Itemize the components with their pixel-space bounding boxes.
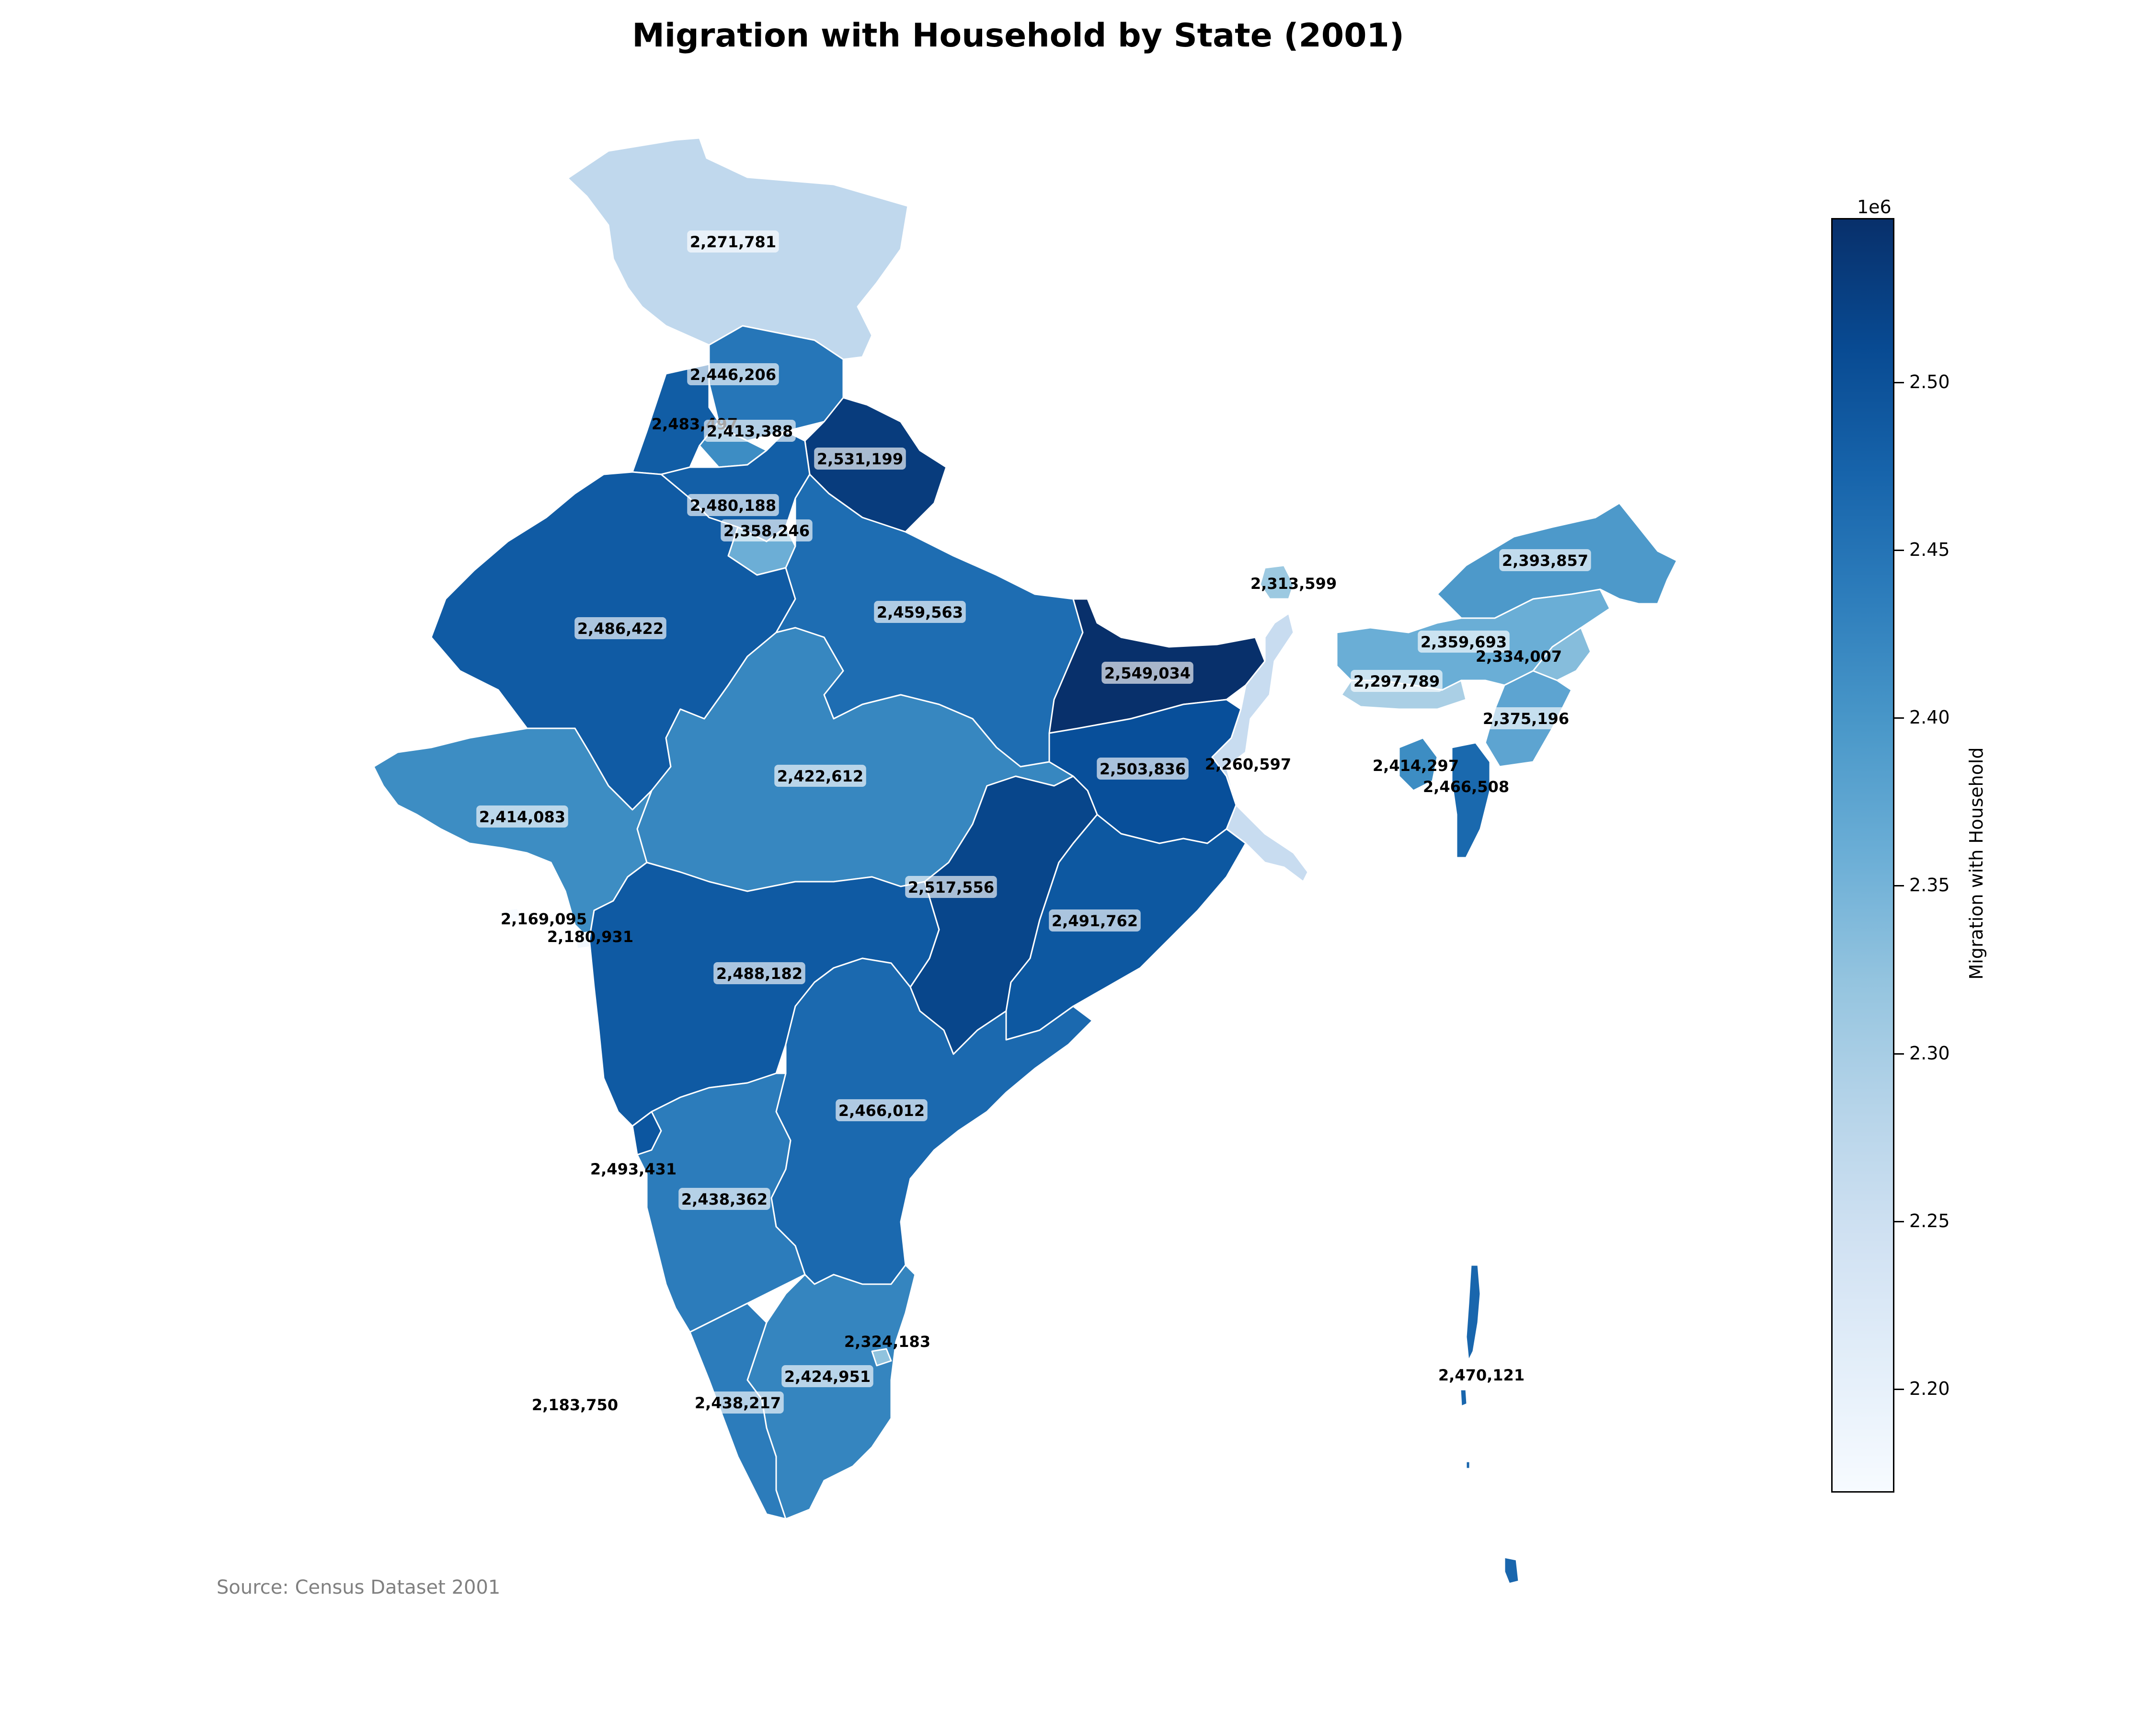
value-label: 2,413,388 bbox=[704, 420, 796, 442]
value-label: 2,180,931 bbox=[547, 928, 633, 946]
region-18 bbox=[1211, 612, 1309, 883]
region-37 bbox=[1503, 1556, 1520, 1585]
value-label: 2,466,508 bbox=[1423, 778, 1509, 796]
svg-text:2,459,563: 2,459,563 bbox=[877, 603, 963, 621]
svg-text:2,517,556: 2,517,556 bbox=[908, 878, 994, 897]
colorbar-tick-label: 2.25 bbox=[1909, 1210, 1950, 1231]
colorbar-tick bbox=[1894, 550, 1904, 552]
svg-text:2,438,217: 2,438,217 bbox=[695, 1394, 781, 1412]
svg-text:2,183,750: 2,183,750 bbox=[532, 1396, 618, 1414]
value-label: 2,491,762 bbox=[1049, 909, 1141, 932]
svg-text:2,393,857: 2,393,857 bbox=[1502, 552, 1588, 570]
region-34 bbox=[1465, 1264, 1481, 1362]
colorbar-tick-label: 2.50 bbox=[1909, 371, 1950, 393]
svg-text:2,470,121: 2,470,121 bbox=[1438, 1366, 1525, 1384]
region-36 bbox=[1465, 1460, 1471, 1470]
svg-text:2,493,431: 2,493,431 bbox=[590, 1160, 677, 1178]
chart-title: Migration with Household by State (2001) bbox=[632, 17, 1404, 55]
value-label: 2,470,121 bbox=[1438, 1366, 1525, 1384]
value-label: 2,375,196 bbox=[1480, 707, 1572, 729]
colorbar-tick-label: 2.35 bbox=[1909, 874, 1950, 896]
region-19 bbox=[1398, 737, 1438, 792]
svg-text:2,375,196: 2,375,196 bbox=[1483, 710, 1569, 728]
svg-text:2,466,012: 2,466,012 bbox=[838, 1102, 925, 1120]
value-label: 2,438,362 bbox=[678, 1188, 770, 1210]
region-35 bbox=[1459, 1389, 1468, 1407]
value-label: 2,297,789 bbox=[1351, 670, 1443, 692]
svg-text:2,480,188: 2,480,188 bbox=[690, 496, 776, 515]
value-label: 2,414,297 bbox=[1373, 757, 1459, 775]
svg-text:2,422,612: 2,422,612 bbox=[777, 767, 863, 785]
value-label: 2,503,836 bbox=[1097, 758, 1189, 780]
colorbar-tick bbox=[1894, 1053, 1904, 1055]
colorbar-tick-label: 2.40 bbox=[1909, 707, 1950, 728]
colorbar-tick-label: 2.30 bbox=[1909, 1042, 1950, 1064]
svg-text:2,549,034: 2,549,034 bbox=[1104, 664, 1191, 682]
value-label: 2,493,431 bbox=[590, 1160, 677, 1178]
colorbar-tick-label: 2.45 bbox=[1909, 539, 1950, 561]
colorbar-exponent: 1e6 bbox=[1857, 196, 1892, 218]
svg-text:2,488,182: 2,488,182 bbox=[716, 965, 803, 983]
value-label: 2,480,188 bbox=[687, 494, 779, 516]
svg-text:2,324,183: 2,324,183 bbox=[844, 1333, 930, 1351]
colorbar-tick bbox=[1894, 885, 1904, 887]
value-label: 2,414,083 bbox=[476, 805, 568, 828]
region-32 bbox=[871, 1348, 892, 1367]
svg-text:2,466,508: 2,466,508 bbox=[1423, 778, 1509, 796]
colorbar-tick bbox=[1894, 717, 1904, 719]
colorbar-tick bbox=[1894, 382, 1904, 384]
svg-text:2,503,836: 2,503,836 bbox=[1100, 760, 1186, 778]
value-label: 2,393,857 bbox=[1499, 549, 1591, 571]
value-label: 2,324,183 bbox=[844, 1333, 930, 1351]
svg-text:2,424,951: 2,424,951 bbox=[784, 1368, 871, 1386]
value-label: 2,488,182 bbox=[713, 962, 805, 984]
region-20 bbox=[1451, 742, 1491, 859]
svg-text:2,414,297: 2,414,297 bbox=[1373, 757, 1459, 775]
value-label: 2,531,199 bbox=[814, 448, 906, 470]
value-label: 2,183,750 bbox=[532, 1396, 618, 1414]
value-label: 2,486,422 bbox=[574, 617, 666, 639]
svg-text:2,438,362: 2,438,362 bbox=[681, 1190, 768, 1208]
colorbar-tick-label: 2.20 bbox=[1909, 1378, 1950, 1399]
svg-text:2,414,083: 2,414,083 bbox=[479, 808, 565, 826]
value-label: 2,549,034 bbox=[1101, 662, 1193, 684]
svg-text:2,358,246: 2,358,246 bbox=[723, 522, 810, 540]
region-3 bbox=[631, 363, 720, 475]
svg-text:2,359,693: 2,359,693 bbox=[1421, 633, 1507, 651]
colorbar-tick bbox=[1894, 1220, 1904, 1222]
colorbar-tick bbox=[1894, 1388, 1904, 1390]
value-label: 2,424,951 bbox=[781, 1365, 873, 1387]
svg-text:2,297,789: 2,297,789 bbox=[1353, 672, 1440, 690]
source-note: Source: Census Dataset 2001 bbox=[217, 1576, 501, 1598]
value-label: 2,446,206 bbox=[687, 363, 779, 385]
svg-text:2,260,597: 2,260,597 bbox=[1205, 755, 1291, 773]
region-25 bbox=[502, 907, 523, 923]
svg-text:2,446,206: 2,446,206 bbox=[690, 366, 776, 384]
svg-text:2,180,931: 2,180,931 bbox=[547, 928, 633, 946]
colorbar-label: Migration with Household bbox=[1966, 747, 1987, 980]
value-label: 2,358,246 bbox=[721, 519, 813, 541]
value-label: 2,334,007 bbox=[1476, 647, 1562, 666]
value-label: 2,466,012 bbox=[836, 1099, 928, 1121]
value-label: 2,313,599 bbox=[1250, 575, 1337, 593]
colorbar bbox=[1831, 218, 1894, 1493]
value-label: 2,459,563 bbox=[874, 601, 966, 623]
svg-text:2,486,422: 2,486,422 bbox=[577, 620, 664, 638]
svg-text:2,169,095: 2,169,095 bbox=[501, 910, 587, 928]
svg-text:2,313,599: 2,313,599 bbox=[1250, 575, 1337, 593]
value-label: 2,169,095 bbox=[501, 910, 587, 928]
svg-text:2,271,781: 2,271,781 bbox=[690, 233, 776, 251]
svg-text:2,413,388: 2,413,388 bbox=[707, 422, 793, 440]
value-label: 2,438,217 bbox=[692, 1392, 784, 1414]
value-label: 2,359,693 bbox=[1418, 631, 1510, 653]
value-label: 2,517,556 bbox=[905, 876, 997, 898]
svg-text:2,491,762: 2,491,762 bbox=[1052, 912, 1138, 930]
svg-text:2,334,007: 2,334,007 bbox=[1476, 647, 1562, 666]
value-label: 2,422,612 bbox=[774, 765, 866, 787]
value-label: 2,271,781 bbox=[687, 230, 779, 253]
svg-text:2,531,199: 2,531,199 bbox=[817, 450, 903, 468]
region-11 bbox=[1259, 564, 1295, 600]
value-label: 2,260,597 bbox=[1205, 755, 1291, 773]
